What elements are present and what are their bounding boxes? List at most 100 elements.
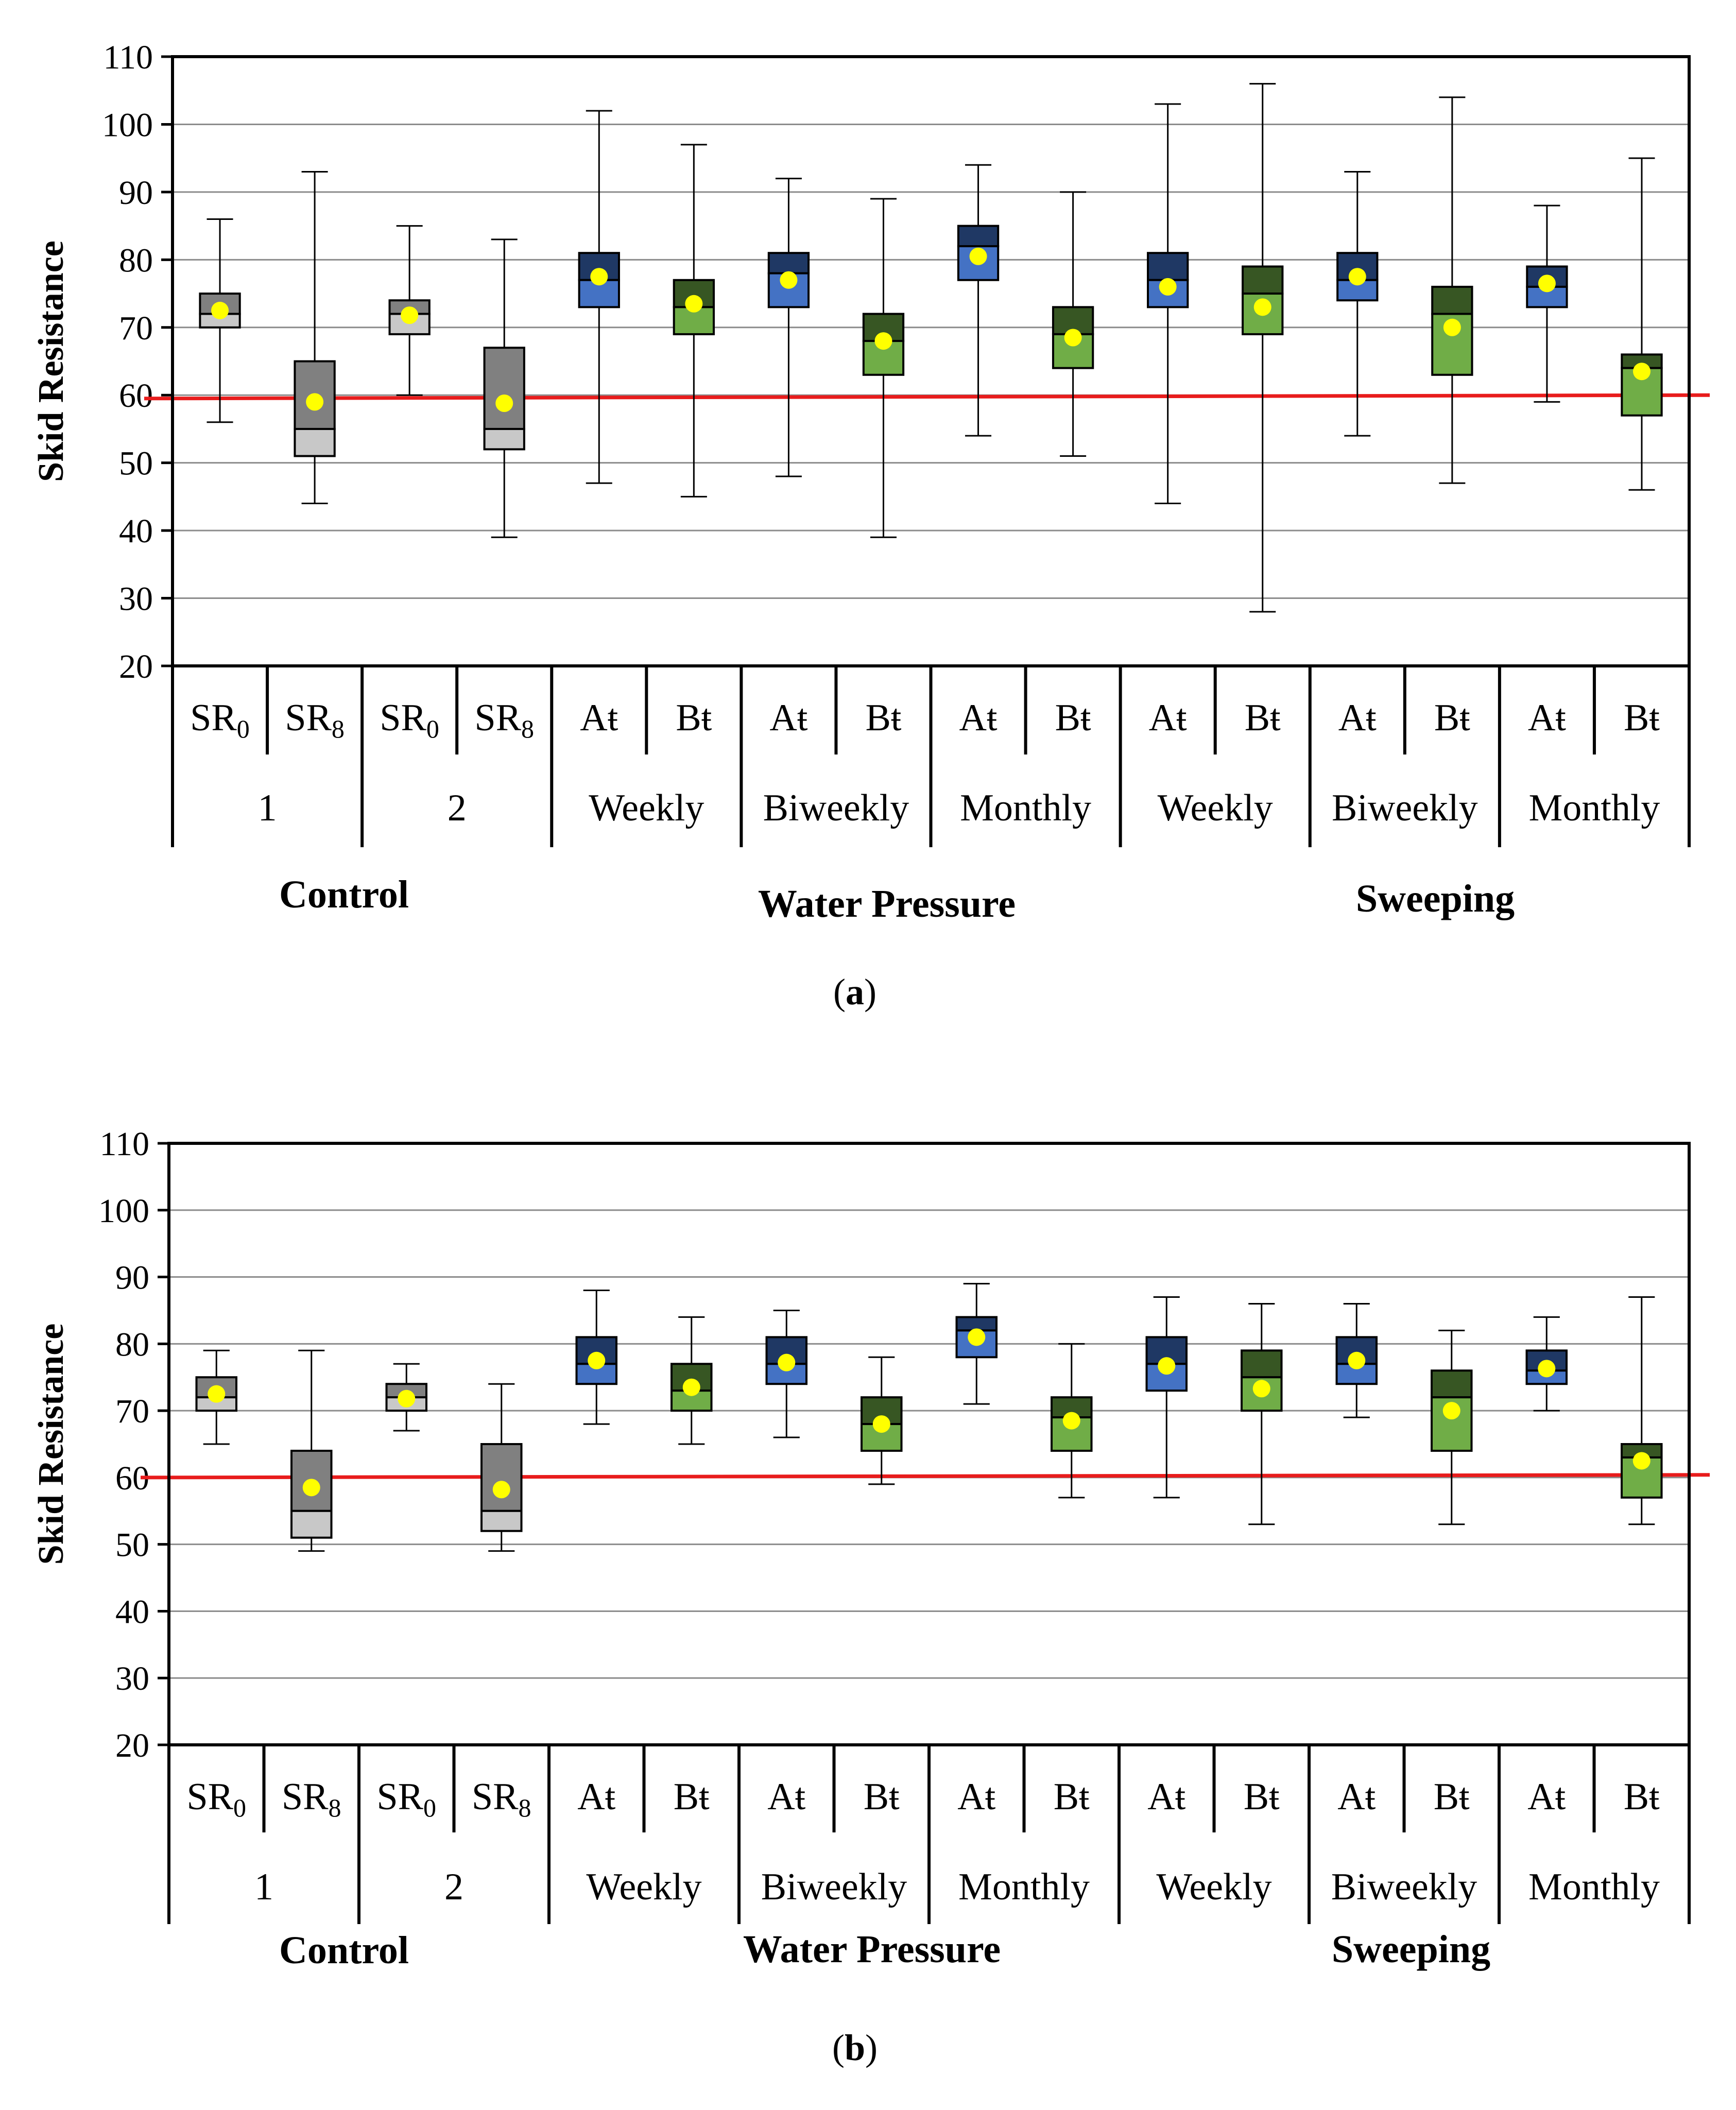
mean-marker (1252, 1380, 1270, 1398)
category-label: Aŧ (1528, 697, 1566, 739)
y-tick-label: 30 (115, 1660, 149, 1697)
group-label: 1 (258, 787, 277, 829)
box-upper-quartile (483, 347, 525, 430)
category-label-base: Aŧ (580, 697, 618, 739)
y-tick-label: 110 (99, 1125, 149, 1163)
category-label: Bŧ (676, 697, 712, 739)
category-label: Aŧ (580, 697, 618, 739)
box-lower-quartile (480, 1509, 523, 1532)
box-lower-quartile (195, 1396, 237, 1412)
category-label: Bŧ (1054, 1776, 1090, 1818)
y-tick-label: 40 (115, 1593, 149, 1631)
y-tick-label: 80 (115, 1326, 149, 1363)
category-label-base: Bŧ (866, 697, 902, 739)
category-label: Aŧ (767, 1776, 805, 1818)
box-upper-quartile (1431, 285, 1473, 315)
y-axis-title: Skid Resistance (31, 241, 71, 482)
category-label-base: Bŧ (1055, 697, 1091, 739)
section-label: Water Pressure (743, 1928, 1001, 1971)
y-tick-label: 90 (119, 174, 153, 212)
caption-paren-open: ( (832, 2027, 845, 2068)
group-label: Biweekly (1331, 1866, 1477, 1908)
group-label: Weekly (586, 1866, 701, 1908)
box-upper-quartile (1431, 1369, 1473, 1399)
category-label: Bŧ (1244, 1776, 1280, 1818)
category-label-base: Aŧ (577, 1776, 615, 1818)
category-label-base: Aŧ (1338, 697, 1377, 739)
category-label-base: SR (186, 1776, 233, 1818)
box-upper-quartile (1147, 252, 1189, 281)
mean-marker (968, 1328, 986, 1346)
box-upper-quartile (862, 313, 905, 342)
category-label-subscript: 8 (329, 1793, 341, 1822)
group-label: Weekly (1156, 1866, 1271, 1908)
caption-paren-open: ( (833, 971, 846, 1013)
category-label: SR0 (376, 1776, 436, 1822)
category-label: Bŧ (674, 1776, 710, 1818)
section-label: Sweeping (1356, 877, 1515, 920)
box-lower-quartile (290, 1509, 333, 1539)
category-label: Bŧ (1434, 1776, 1470, 1818)
category-label-base: Bŧ (1434, 697, 1470, 739)
y-tick-label: 100 (102, 106, 153, 144)
mean-marker (302, 1479, 320, 1497)
category-label-base: SR (380, 697, 426, 739)
mean-marker (969, 247, 987, 265)
box-upper-quartile (767, 252, 810, 275)
mean-marker (1632, 363, 1651, 381)
box-upper-quartile (1241, 1349, 1283, 1379)
category-label-base: Bŧ (1054, 1776, 1090, 1818)
threshold-line (140, 1473, 1710, 1480)
category-label: Aŧ (1149, 697, 1187, 739)
category-label: Bŧ (866, 697, 902, 739)
category-label: Aŧ (1147, 1776, 1185, 1818)
y-tick-label: 90 (115, 1259, 149, 1297)
category-label-base: Bŧ (1245, 697, 1281, 739)
section-label: Control (279, 873, 409, 916)
group-label: Monthly (1528, 787, 1660, 829)
category-label: SR8 (282, 1776, 341, 1822)
category-label-subscript: 0 (426, 714, 439, 743)
category-label-base: Bŧ (1624, 697, 1660, 739)
y-tick-label: 30 (119, 580, 153, 618)
y-tick-label: 70 (119, 310, 153, 347)
category-label: Bŧ (1245, 697, 1281, 739)
box-upper-quartile (480, 1443, 523, 1512)
category-label-base: Aŧ (959, 697, 998, 739)
y-tick-label: 20 (119, 648, 153, 685)
mean-marker (1348, 268, 1366, 286)
threshold-line (144, 393, 1710, 401)
box-lower-quartile (483, 427, 525, 451)
mean-marker (588, 1351, 606, 1369)
mean-marker (306, 393, 324, 411)
group-label: Weekly (1158, 787, 1273, 829)
category-label-base: Bŧ (1244, 1776, 1280, 1818)
category-label: SR0 (186, 1776, 246, 1822)
mean-marker (685, 295, 703, 313)
y-tick-label: 70 (115, 1393, 149, 1430)
mean-marker (1538, 275, 1556, 293)
group-label: Monthly (1528, 1866, 1660, 1908)
category-label: Bŧ (1624, 1776, 1660, 1818)
caption-paren-close: ) (865, 2027, 878, 2068)
category-label: Aŧ (769, 697, 807, 739)
caption-paren-close: ) (864, 971, 876, 1013)
category-label-subscript: 8 (521, 714, 534, 743)
section-label: Sweeping (1332, 1928, 1490, 1971)
category-label: Bŧ (1434, 697, 1470, 739)
category-label-subscript: 0 (233, 1793, 246, 1822)
category-label-base: Aŧ (1149, 697, 1187, 739)
mean-marker (401, 306, 419, 324)
box-lower-quartile (294, 427, 336, 457)
mean-marker (682, 1378, 700, 1396)
category-label-base: SR (474, 697, 521, 739)
category-label: SR0 (380, 697, 439, 743)
caption-letter: b (845, 2027, 865, 2068)
caption-letter: a (846, 971, 864, 1013)
category-label-base: Aŧ (769, 697, 807, 739)
category-label-base: SR (282, 1776, 329, 1818)
panel-caption: (a) (833, 971, 876, 1013)
group-label: Monthly (960, 787, 1091, 829)
group-label: Biweekly (763, 787, 909, 829)
